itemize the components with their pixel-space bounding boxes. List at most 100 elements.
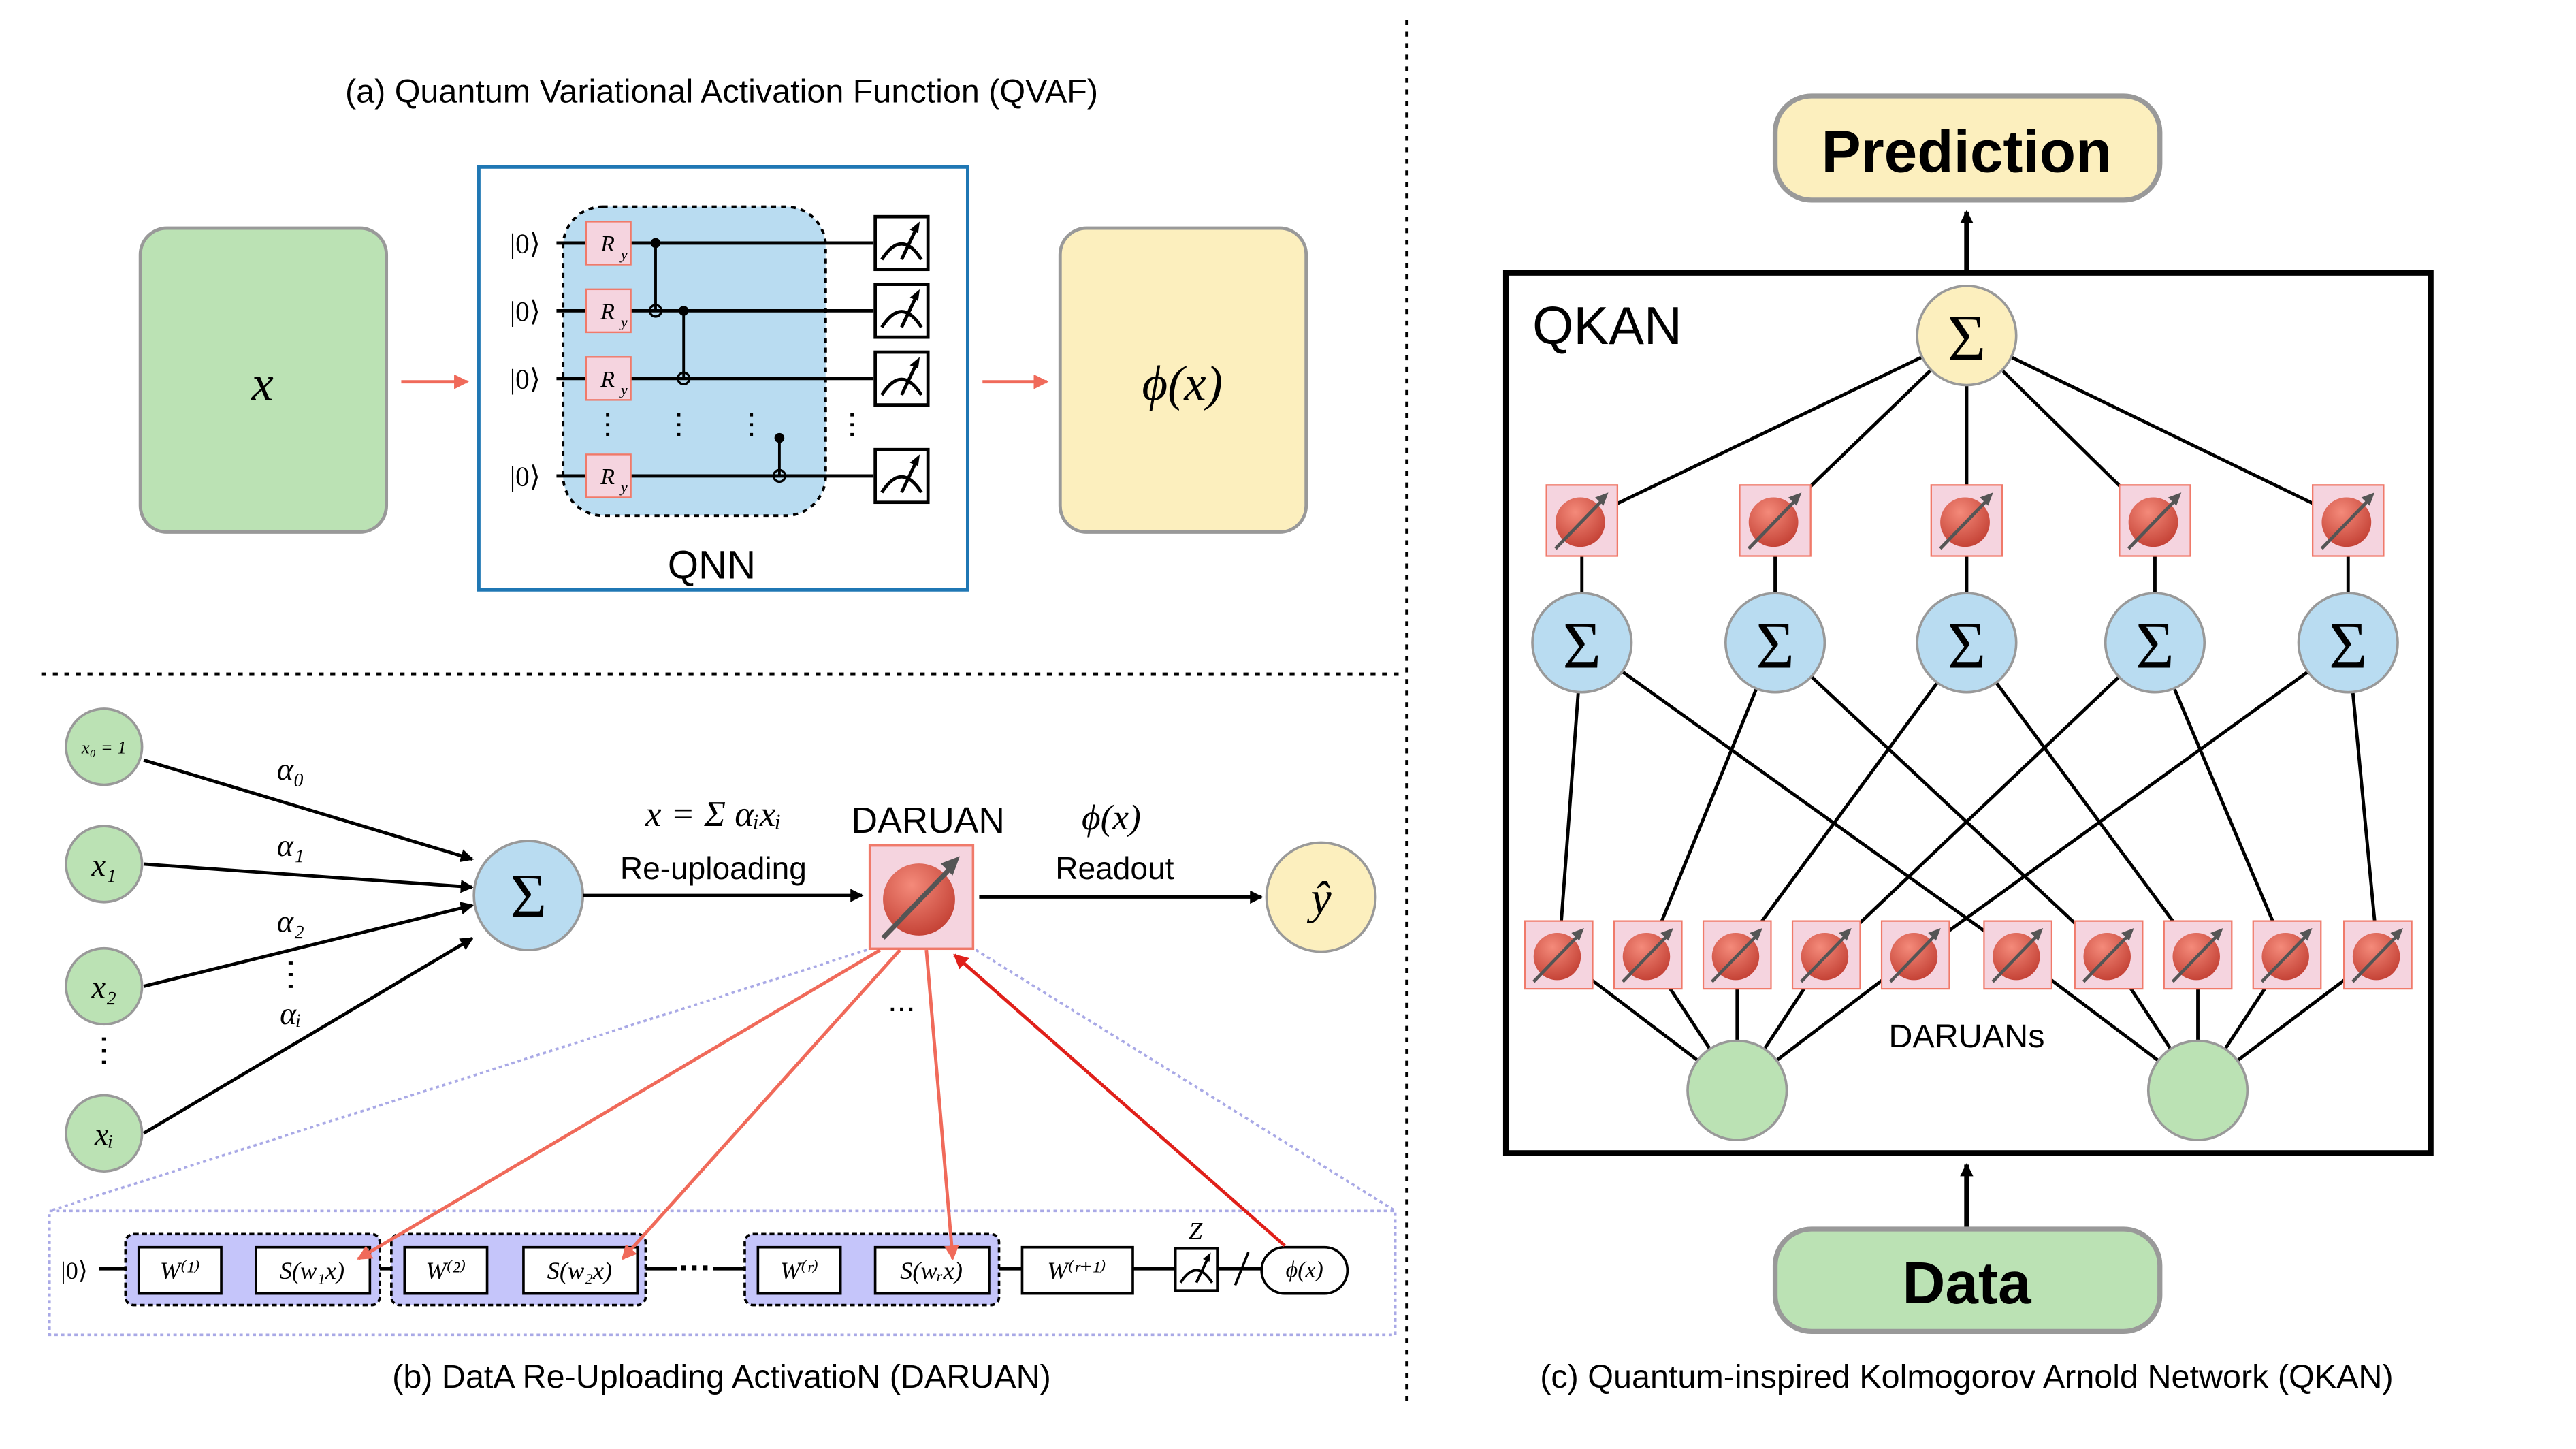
- sum-symbol: Σ: [1948, 609, 1986, 682]
- daruans-label: DARUANs: [1888, 1018, 2044, 1055]
- reupload-arrow-r: [924, 949, 959, 1261]
- edge: [2153, 641, 2289, 956]
- w-gate-label: W⁽¹⁾: [160, 1257, 200, 1284]
- daruan-node: [1525, 921, 1593, 989]
- daruan-node: [2313, 485, 2383, 556]
- edge: [1735, 641, 1968, 956]
- zoom-line-right: [975, 949, 1396, 1212]
- input-box: [138, 226, 389, 534]
- panel-a: (a) Quantum Variational Activation Funct…: [138, 74, 1308, 592]
- qkan-label: QKAN: [1532, 297, 1682, 355]
- readout-arrow: [953, 953, 1286, 1247]
- input-node: [65, 707, 144, 786]
- s-gate-label: S(w₂x): [547, 1257, 612, 1284]
- target-dot: [772, 468, 787, 483]
- reupload-arrow-1: [357, 949, 882, 1260]
- ry-gate-label: R: [600, 232, 615, 257]
- edge: [2346, 642, 2380, 955]
- final-w-label: W⁽ʳ⁺¹⁾: [1047, 1257, 1106, 1284]
- output-box: [1058, 226, 1308, 534]
- s-gate-label: S(wᵣx): [900, 1257, 963, 1284]
- edge: [1965, 641, 2200, 956]
- ry-gate-subscript: y: [619, 246, 628, 263]
- reupload-arrow-2: [621, 949, 901, 1260]
- weight-label: αᵢ: [280, 996, 301, 1031]
- formula: x = Σ αᵢxᵢ: [645, 793, 782, 834]
- weight-label: α₁: [277, 828, 304, 863]
- s-gate: [522, 1245, 639, 1295]
- input-node: [65, 1094, 144, 1173]
- sum-symbol: Σ: [1948, 302, 1986, 375]
- weighted-edge: [143, 758, 474, 863]
- sum-node: [2104, 592, 2206, 694]
- sum-symbol: Σ: [1563, 609, 1601, 682]
- edge: [1825, 641, 2157, 957]
- edge: [1557, 642, 1584, 955]
- panel-c-caption: (c) Quantum-inspired Kolmogorov Arnold N…: [1540, 1358, 2393, 1395]
- daruan-node: [1614, 921, 1682, 989]
- w-gate: [403, 1245, 489, 1295]
- sum-node: [1916, 592, 2018, 694]
- control-dot: [774, 432, 785, 443]
- ry-gate: [585, 288, 632, 334]
- edge: [1581, 641, 2019, 957]
- zoom-line-left: [49, 949, 868, 1213]
- edge: [1914, 641, 2349, 957]
- target-dot: [648, 304, 663, 318]
- input-label: x₁: [91, 848, 116, 882]
- input-node: [1686, 1039, 1788, 1141]
- control-dot: [678, 306, 689, 316]
- measurement-icon: [875, 285, 929, 338]
- ry-gate-subscript: y: [619, 382, 628, 398]
- edge: [1581, 334, 1967, 522]
- ry-gate: [585, 221, 632, 266]
- ry-gate: [585, 453, 632, 498]
- reuploading-label: Re-uploading: [620, 850, 807, 886]
- edge: [1646, 642, 1777, 956]
- ry-gate-label: R: [600, 367, 615, 392]
- daruan-node: [2119, 485, 2190, 556]
- w-gate-label: W⁽ʳ⁾: [780, 1257, 818, 1284]
- daruan-node: [2164, 921, 2232, 989]
- edge: [1773, 641, 2110, 957]
- sum-symbol: Σ: [1756, 609, 1794, 682]
- ry-gate-label: R: [600, 300, 615, 325]
- input-node: [65, 946, 144, 1026]
- measure-label: Z: [1189, 1217, 1203, 1245]
- ket-label: |0⟩: [510, 227, 541, 259]
- panel-a-caption: (a) Quantum Variational Activation Funct…: [345, 74, 1098, 110]
- weighted-edge: [142, 937, 474, 1135]
- daruan-node: [2344, 921, 2412, 989]
- prediction-box: [1772, 93, 2163, 203]
- output-node: [1265, 841, 1377, 953]
- daruan-node: [2253, 921, 2321, 989]
- weight-label: α₀: [277, 752, 304, 786]
- data-box: [1772, 1226, 2163, 1335]
- input-label: x₀ = 1: [81, 737, 127, 757]
- sum-node: [2297, 592, 2399, 694]
- measurement-icon: [875, 449, 929, 503]
- measurement-icon: [1176, 1249, 1218, 1291]
- ry-gate-subscript: y: [619, 315, 628, 331]
- daruan-label: DARUAN: [852, 801, 1005, 841]
- ket-label: |0⟩: [510, 363, 541, 394]
- input-label: xᵢ: [94, 1117, 114, 1151]
- daruan-node: [870, 846, 973, 949]
- output-symbol: ŷ: [1306, 872, 1332, 924]
- input-label: x₂: [91, 970, 116, 1004]
- control-dot: [650, 238, 661, 249]
- qnn-label: QNN: [668, 543, 756, 587]
- edge: [1965, 334, 2349, 522]
- daruan-node: [1882, 921, 1950, 989]
- final-w-gate: [1020, 1245, 1134, 1295]
- sum-symbol: Σ: [510, 861, 547, 931]
- output-sum-node: [1916, 285, 2018, 387]
- sum-node: [1724, 592, 1826, 694]
- weighted-edge: [143, 902, 474, 988]
- w-gate: [756, 1245, 842, 1295]
- ry-gate: [585, 356, 632, 401]
- weighted-edge: [143, 862, 474, 893]
- target-dot: [677, 371, 691, 386]
- classical-slash: [1234, 1252, 1250, 1286]
- data-label: Data: [1902, 1249, 2032, 1316]
